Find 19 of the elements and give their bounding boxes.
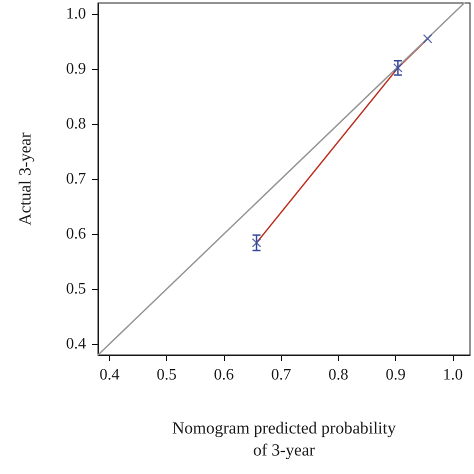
y-tick-label: 0.4 bbox=[66, 336, 86, 352]
x-axis-title: Nomogram predicted probability of 3-year bbox=[172, 418, 396, 460]
y-tick-label: 0.8 bbox=[66, 116, 86, 132]
x-tick-label: 0.7 bbox=[271, 366, 292, 384]
y-tick-label: 0.9 bbox=[66, 60, 86, 78]
y-tick-label: 0.6 bbox=[66, 226, 86, 242]
y-tick-label: 0.5 bbox=[66, 280, 86, 298]
point bbox=[252, 238, 262, 248]
point bbox=[393, 63, 402, 72]
y-axis-title: Actual 3-year bbox=[16, 132, 34, 226]
x-tick-label: 0.8 bbox=[328, 366, 348, 384]
x-tick-label: 0.6 bbox=[214, 366, 234, 384]
x-tick-label: 0.9 bbox=[386, 366, 406, 384]
x-tick-label: 0.4 bbox=[99, 366, 120, 384]
y-tick-label: 0.7 bbox=[66, 170, 86, 188]
y-tick-label: 1.0 bbox=[66, 6, 86, 22]
point bbox=[423, 34, 432, 44]
x-tick-label: 0.5 bbox=[156, 366, 177, 384]
x-tick-label: 1.0 bbox=[442, 366, 463, 384]
